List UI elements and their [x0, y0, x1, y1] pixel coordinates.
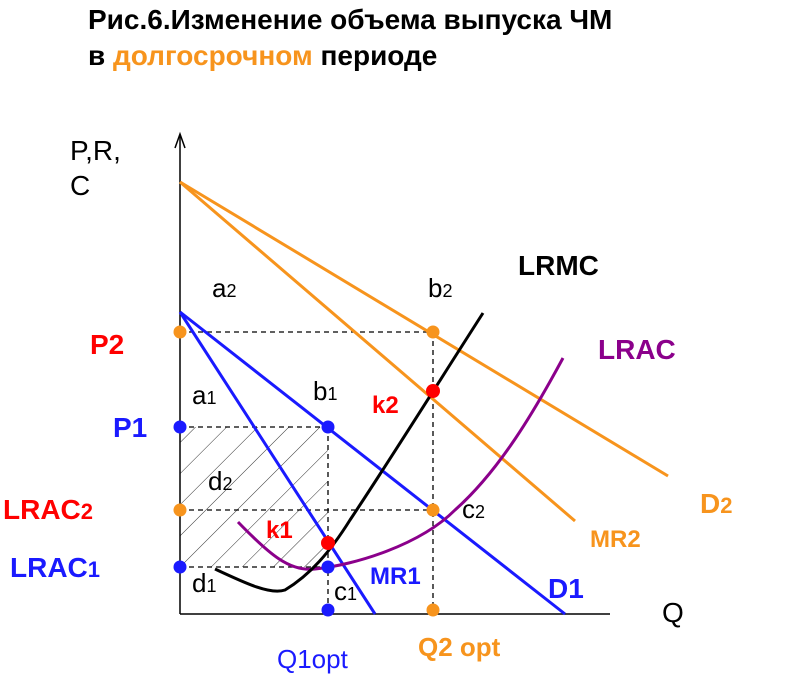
title-line-2-suffix: периоде: [312, 40, 438, 71]
points: [173, 325, 440, 617]
y-axis-arrowhead: [174, 131, 186, 149]
label-q2opt: Q2 opt: [418, 632, 501, 662]
label-b1: b1: [313, 376, 337, 406]
label-b2: b2: [428, 273, 452, 303]
label-mr2: MR2: [590, 526, 641, 553]
point-lrac1: [173, 560, 187, 574]
point-p2: [173, 325, 187, 339]
label-c2: c2: [462, 494, 485, 524]
label-lrac1: LRAC1: [10, 552, 100, 583]
title-line-2: в долгосрочном периоде: [88, 38, 788, 74]
title-line-2-prefix: в: [88, 40, 113, 71]
mr2-line: [179, 180, 576, 523]
label-a2: a2: [212, 273, 236, 303]
point-b2: [426, 325, 440, 339]
point-k2: [426, 384, 440, 398]
label-d2-point: d2: [208, 466, 232, 496]
point-p1: [173, 420, 187, 434]
label-q1opt: Q1opt: [277, 644, 349, 674]
label-d2: D2: [700, 488, 732, 519]
label-p1: P1: [113, 412, 147, 443]
label-k1: k1: [266, 517, 293, 544]
point-k1: [321, 536, 335, 550]
label-p2: P2: [90, 329, 124, 360]
figure-title: Рис.6.Изменение объема выпуска ЧМ в долг…: [88, 2, 788, 74]
point-c1: [321, 560, 335, 574]
title-line-2-accent: долгосрочном: [113, 40, 313, 71]
label-lrac2: LRAC2: [3, 494, 93, 525]
label-d1: D1: [548, 573, 584, 604]
hatched-profit-area: [180, 427, 328, 567]
d2-line: [179, 180, 669, 478]
y-axis-label-line1: P,R,: [70, 135, 121, 166]
lrac-curve: [236, 357, 565, 571]
label-a1: a1: [192, 380, 216, 410]
label-lrac: LRAC: [598, 334, 676, 365]
point-b1: [321, 420, 335, 434]
label-d1-point: d1: [192, 568, 216, 598]
point-c2: [426, 503, 440, 517]
label-k2: k2: [372, 392, 399, 419]
label-c1: c1: [334, 576, 357, 606]
title-line-1: Рис.6.Изменение объема выпуска ЧМ: [88, 4, 613, 35]
point-q2: [426, 603, 440, 617]
y-axis-label-line2: C: [70, 170, 90, 201]
x-axis-label: Q: [662, 597, 684, 628]
point-lrac2: [173, 503, 187, 517]
label-lrmc: LRMC: [518, 250, 599, 281]
label-mr1: MR1: [370, 563, 421, 590]
axes: [179, 136, 610, 615]
point-q1: [321, 603, 335, 617]
d1-line: [179, 310, 566, 616]
